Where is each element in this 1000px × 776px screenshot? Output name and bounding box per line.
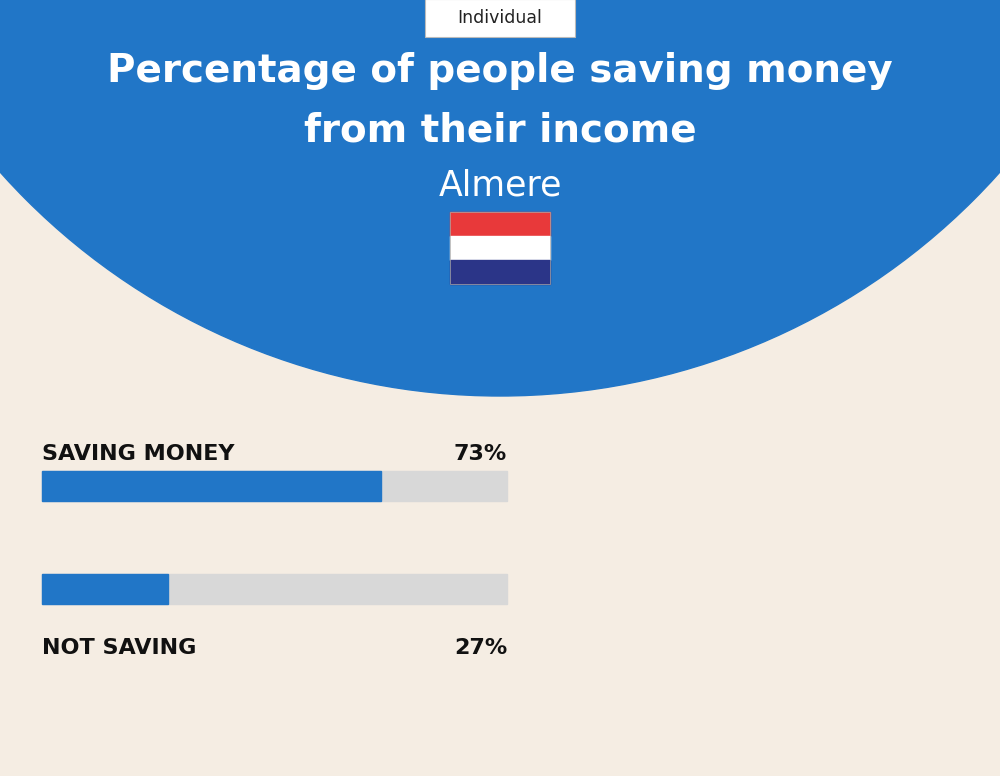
Text: from their income: from their income <box>304 112 696 150</box>
Bar <box>42 471 381 501</box>
Bar <box>450 260 550 284</box>
Text: SAVING MONEY: SAVING MONEY <box>42 444 234 464</box>
Text: 73%: 73% <box>454 444 507 464</box>
Text: Individual: Individual <box>458 9 542 27</box>
Text: Almere: Almere <box>438 169 562 203</box>
Circle shape <box>0 0 1000 396</box>
Bar <box>450 212 550 236</box>
Bar <box>42 574 507 604</box>
Bar <box>450 212 550 284</box>
Bar <box>42 471 507 501</box>
Text: Percentage of people saving money: Percentage of people saving money <box>107 52 893 90</box>
Text: NOT SAVING: NOT SAVING <box>42 638 196 658</box>
Bar <box>450 236 550 260</box>
Bar <box>42 574 168 604</box>
FancyBboxPatch shape <box>425 0 575 37</box>
Text: 27%: 27% <box>454 638 507 658</box>
